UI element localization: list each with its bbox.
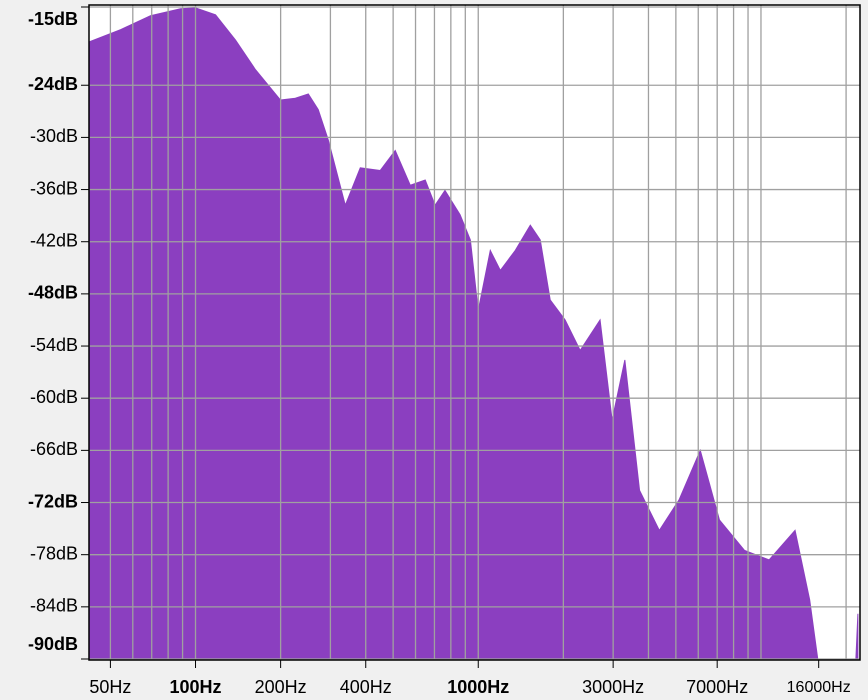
y-tick-label: -54dB	[30, 335, 78, 355]
y-tick-label: -78dB	[30, 543, 78, 563]
x-tick-label: 100Hz	[170, 677, 222, 697]
x-tick-label: 7000Hz	[686, 677, 748, 697]
y-tick-label: -66dB	[30, 439, 78, 459]
x-tick-label: 16000Hz	[787, 679, 851, 696]
y-tick-label: -90dB	[28, 634, 78, 654]
y-tick-label: -72dB	[28, 491, 78, 511]
y-tick-label: -15dB	[28, 9, 78, 29]
y-tick-label: -60dB	[30, 387, 78, 407]
x-tick-label: 1000Hz	[447, 677, 509, 697]
y-tick-label: -24dB	[28, 74, 78, 94]
y-tick-label: -42dB	[30, 230, 78, 250]
y-tick-label: -30dB	[30, 126, 78, 146]
y-tick-label: -36dB	[30, 178, 78, 198]
y-tick-label: -84dB	[30, 596, 78, 616]
plot-frame	[88, 4, 861, 661]
x-tick-label: 400Hz	[340, 677, 392, 697]
y-tick-label: -48dB	[28, 283, 78, 303]
x-tick-label: 200Hz	[255, 677, 307, 697]
x-tick-label: 50Hz	[89, 677, 131, 697]
x-tick-label: 3000Hz	[582, 677, 644, 697]
